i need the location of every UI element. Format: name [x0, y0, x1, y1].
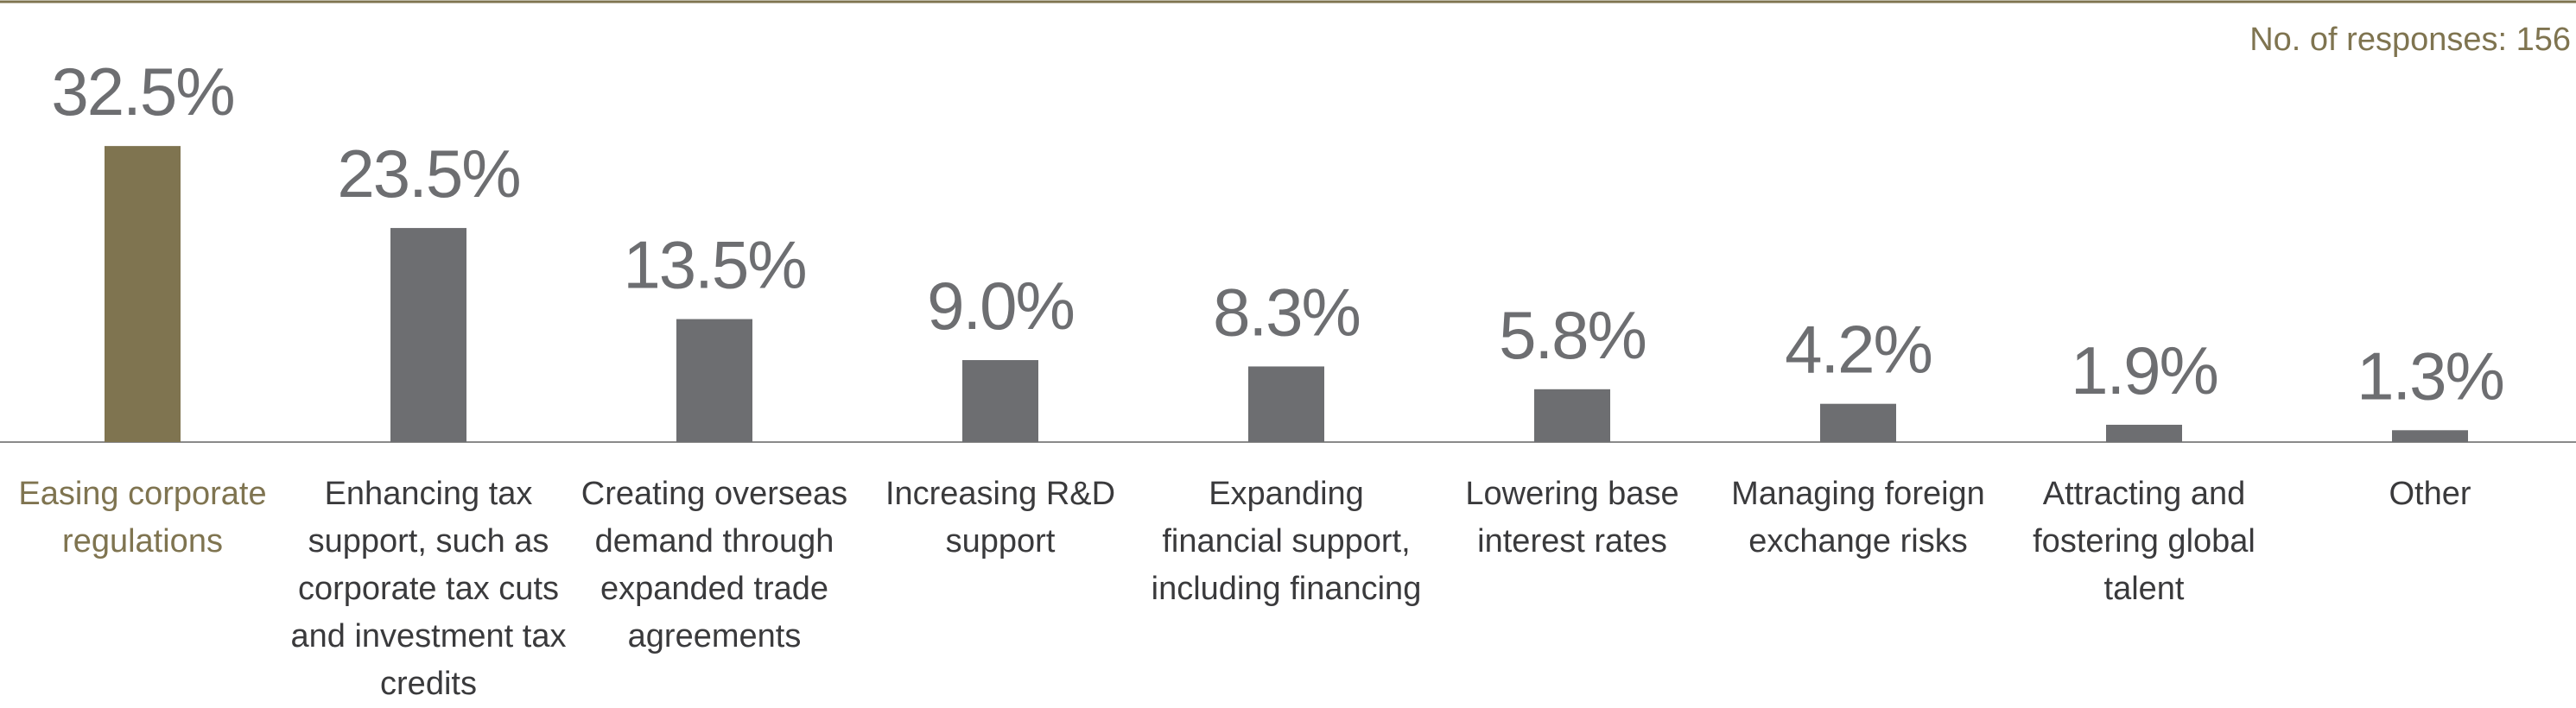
value-label: 8.3%: [1213, 274, 1360, 350]
value-label: 1.3%: [2357, 338, 2503, 414]
bar: [105, 146, 181, 442]
category-label: Expanding financial support, including f…: [1151, 476, 1422, 607]
bar: [2106, 424, 2182, 442]
value-label: 1.9%: [2071, 332, 2218, 408]
bar: [1534, 389, 1610, 442]
category-label: Lowering base interest rates: [1465, 476, 1679, 559]
category-label: Easing corporate regulations: [18, 476, 267, 559]
value-label: 9.0%: [927, 268, 1074, 344]
response-note: No. of responses: 156: [2249, 22, 2571, 58]
category-label: Managing foreign exchange risks: [1731, 476, 1985, 559]
bar: [1820, 403, 1896, 442]
value-label: 13.5%: [623, 227, 805, 303]
bar: [390, 228, 466, 442]
bar: [2392, 430, 2468, 442]
category-label: Attracting and fostering global talent: [2033, 476, 2256, 607]
category-label: Increasing R&D support: [885, 476, 1116, 559]
value-label: 23.5%: [337, 136, 519, 212]
bar: [962, 360, 1038, 442]
bar: [1248, 366, 1324, 442]
bar: [676, 319, 752, 442]
value-label: 32.5%: [51, 54, 233, 130]
category-label: Creating overseas demand through expande…: [581, 476, 848, 654]
category-label: Enhancing tax support, such as corporate…: [290, 476, 567, 702]
category-label: Other: [2389, 476, 2471, 512]
value-label: 5.8%: [1499, 297, 1646, 373]
value-label: 4.2%: [1785, 312, 1932, 388]
